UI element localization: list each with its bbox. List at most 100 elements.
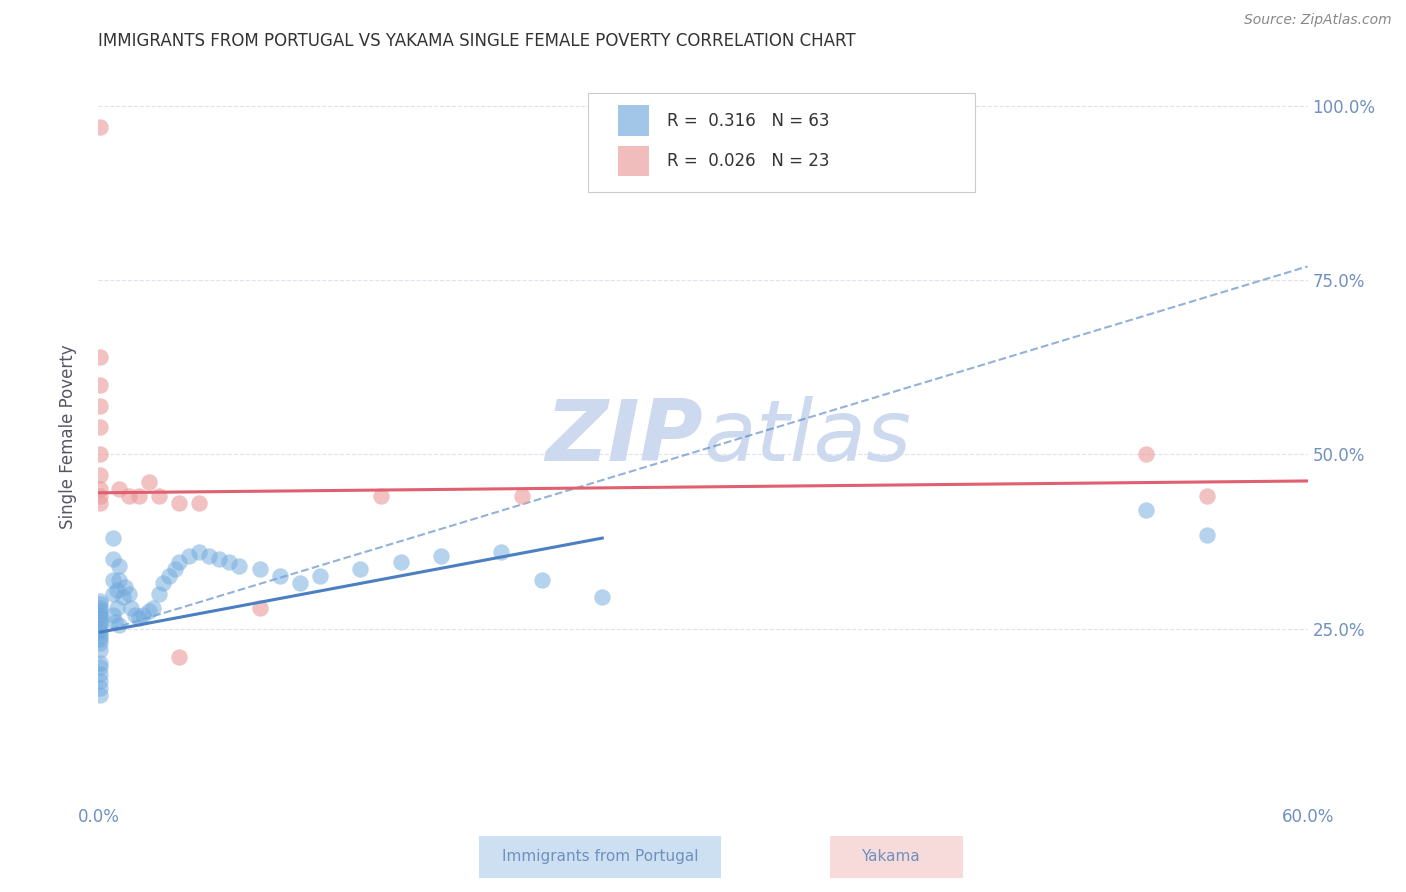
Point [103, 615, 125, 629]
Point [148, 587, 170, 601]
Point [114, 580, 136, 594]
Point [128, 489, 150, 503]
Point [89, 399, 111, 413]
Point [89, 604, 111, 618]
Point [89, 657, 111, 671]
Point [167, 496, 190, 510]
Point [107, 483, 129, 497]
Point [89, 632, 111, 646]
Point [530, 573, 553, 587]
Point [118, 587, 141, 601]
Point [89, 468, 111, 483]
Point [389, 556, 412, 570]
Point [89, 635, 111, 649]
Point [491, 545, 513, 559]
Point [89, 681, 111, 695]
Point [89, 622, 111, 636]
Point [89, 625, 111, 640]
Point [128, 611, 150, 625]
Point [163, 562, 186, 576]
FancyBboxPatch shape [619, 105, 648, 136]
Point [138, 475, 160, 490]
Point [89, 600, 111, 615]
Point [89, 673, 111, 688]
Point [142, 600, 165, 615]
Point [510, 489, 533, 503]
Text: ZIP: ZIP [546, 395, 703, 479]
FancyBboxPatch shape [588, 94, 976, 192]
Point [138, 604, 160, 618]
Point [89, 688, 111, 702]
Point [89, 483, 111, 497]
Point [89, 615, 111, 629]
Text: Source: ZipAtlas.com: Source: ZipAtlas.com [1244, 13, 1392, 28]
Point [101, 552, 124, 566]
Point [101, 531, 124, 545]
Point [105, 600, 128, 615]
Point [89, 660, 111, 674]
Point [188, 545, 211, 559]
Point [89, 594, 111, 608]
Point [89, 496, 111, 510]
Point [157, 569, 180, 583]
Point [107, 573, 129, 587]
Point [101, 587, 124, 601]
Point [249, 600, 271, 615]
Point [167, 556, 190, 570]
Point [89, 597, 111, 611]
Point [89, 642, 111, 657]
Point [370, 489, 392, 503]
Point [152, 576, 174, 591]
Point [118, 489, 141, 503]
Text: atlas: atlas [703, 395, 911, 479]
Point [1195, 527, 1218, 541]
Point [111, 591, 134, 605]
Point [89, 629, 111, 643]
FancyBboxPatch shape [830, 836, 963, 878]
Point [89, 611, 111, 625]
Point [105, 583, 128, 598]
Point [148, 489, 170, 503]
Point [198, 549, 221, 563]
Point [89, 489, 111, 503]
Point [1195, 489, 1218, 503]
FancyBboxPatch shape [619, 145, 648, 177]
Point [124, 607, 146, 622]
Text: R =  0.316   N = 63: R = 0.316 N = 63 [666, 112, 830, 129]
Text: Immigrants from Portugal: Immigrants from Portugal [502, 849, 699, 864]
Point [218, 556, 240, 570]
Point [89, 120, 111, 134]
Point [132, 607, 155, 622]
Point [349, 562, 371, 576]
Y-axis label: Single Female Poverty: Single Female Poverty [59, 345, 77, 529]
Point [179, 549, 201, 563]
Point [107, 558, 129, 573]
Point [89, 350, 111, 364]
Text: R =  0.026   N = 23: R = 0.026 N = 23 [666, 152, 830, 170]
Point [430, 549, 453, 563]
Point [1135, 448, 1157, 462]
Point [89, 667, 111, 681]
Point [309, 569, 332, 583]
Point [89, 448, 111, 462]
Point [167, 649, 190, 664]
Point [591, 591, 613, 605]
Text: Yakama: Yakama [860, 849, 920, 864]
Point [269, 569, 291, 583]
Point [89, 377, 111, 392]
Point [107, 618, 129, 632]
Point [1135, 503, 1157, 517]
Point [188, 496, 211, 510]
Point [89, 618, 111, 632]
Point [89, 607, 111, 622]
Text: IMMIGRANTS FROM PORTUGAL VS YAKAMA SINGLE FEMALE POVERTY CORRELATION CHART: IMMIGRANTS FROM PORTUGAL VS YAKAMA SINGL… [98, 32, 856, 50]
Point [249, 562, 271, 576]
Point [208, 552, 231, 566]
Point [101, 573, 124, 587]
Point [120, 600, 142, 615]
Point [101, 607, 124, 622]
Point [288, 576, 311, 591]
Point [89, 419, 111, 434]
FancyBboxPatch shape [479, 836, 721, 878]
Point [228, 558, 250, 573]
